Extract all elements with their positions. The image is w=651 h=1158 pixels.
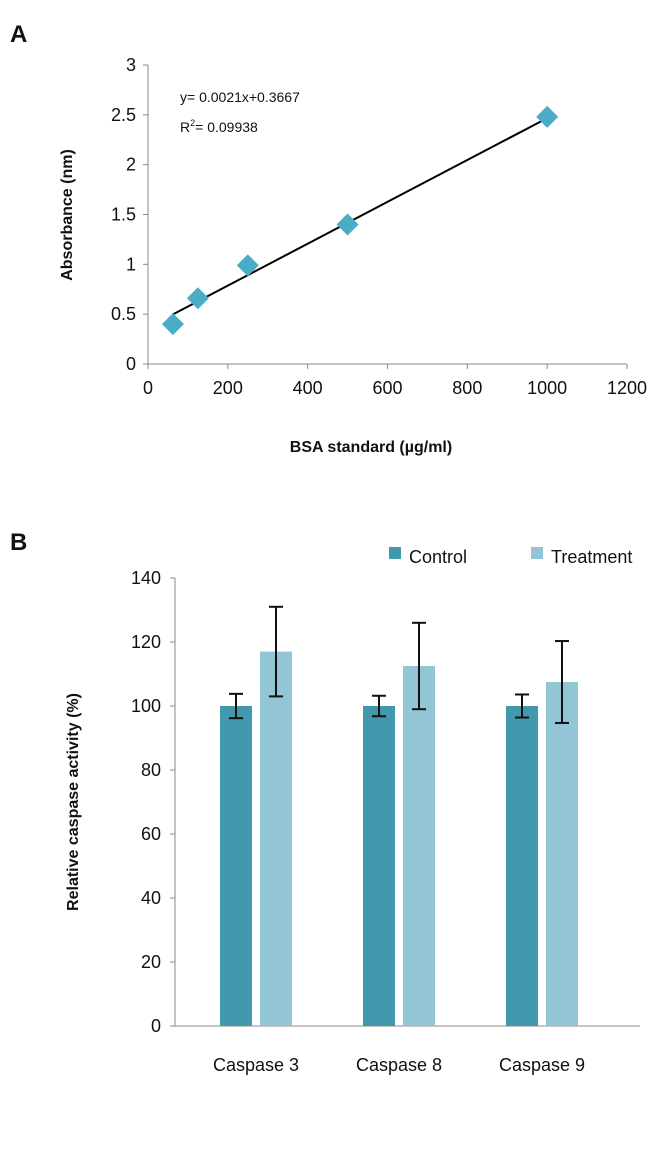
bar-treatment <box>260 651 292 1026</box>
scatter-chart: 0 0.5 1 1.5 2 2.5 3 0 200 400 600 800 1000 1200 y= 0… <box>59 55 647 456</box>
x-tick-label: 400 <box>293 378 323 398</box>
y-tick-label: 1 <box>126 254 136 274</box>
chart-a-y-axis-title: Absorbance (nm) <box>59 149 76 281</box>
y-tick-label: 0 <box>126 354 136 374</box>
bar-control <box>506 706 538 1026</box>
y-tick-label: 40 <box>141 888 161 908</box>
category-label: Caspase 9 <box>499 1055 585 1075</box>
data-point <box>161 313 184 336</box>
chart-b-y-axis-title: Relative caspase activity (%) <box>65 693 82 911</box>
data-point <box>336 213 359 236</box>
panel-b-label: B <box>10 529 27 556</box>
data-point <box>536 105 559 128</box>
data-point <box>236 254 259 277</box>
y-tick-label: 0 <box>151 1016 161 1036</box>
y-tick-label: 2.5 <box>111 105 136 125</box>
y-tick-label: 140 <box>131 568 161 588</box>
bar-chart: 0 20 40 60 80 100 120 140 Caspase 3 Caspase 8 Cas… <box>65 547 640 1075</box>
y-tick-label: 100 <box>131 696 161 716</box>
x-tick-label: 0 <box>143 378 153 398</box>
bar-control <box>363 706 395 1026</box>
x-tick-label: 800 <box>452 378 482 398</box>
y-tick-label: 1.5 <box>111 205 136 225</box>
bar-treatment <box>403 666 435 1026</box>
y-tick-label: 80 <box>141 760 161 780</box>
trend-equation: y= 0.0021x+0.3667 <box>180 89 300 105</box>
panel-a-label: A <box>10 21 27 48</box>
x-tick-label: 1000 <box>527 378 567 398</box>
x-tick-label: 200 <box>213 378 243 398</box>
y-tick-label: 0.5 <box>111 304 136 324</box>
legend-label-treatment: Treatment <box>551 547 632 567</box>
y-tick-label: 20 <box>141 952 161 972</box>
bar-control <box>220 706 252 1026</box>
legend-swatch-control <box>389 547 401 559</box>
y-tick-label: 120 <box>131 632 161 652</box>
legend-swatch-treatment <box>531 547 543 559</box>
x-tick-label: 600 <box>372 378 402 398</box>
y-tick-label: 60 <box>141 824 161 844</box>
chart-a-x-axis-title: BSA standard (µg/ml) <box>290 439 452 456</box>
legend-label-control: Control <box>409 547 467 567</box>
y-tick-label: 2 <box>126 155 136 175</box>
x-tick-label: 1200 <box>607 378 647 398</box>
r-squared: R2= 0.09938 <box>180 118 258 135</box>
trendline <box>172 117 548 316</box>
legend: Control Treatment <box>389 547 632 567</box>
category-label: Caspase 3 <box>213 1055 299 1075</box>
category-label: Caspase 8 <box>356 1055 442 1075</box>
bar-treatment <box>546 682 578 1026</box>
y-tick-label: 3 <box>126 55 136 75</box>
data-point <box>186 287 209 310</box>
